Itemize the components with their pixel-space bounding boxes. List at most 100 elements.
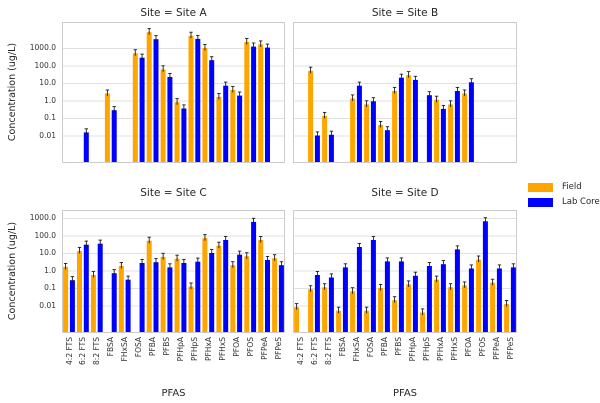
bar-lab-core-PFOS xyxy=(251,221,257,332)
subplot-site-d xyxy=(293,210,517,333)
bar-field-PFHxA xyxy=(202,238,208,332)
subplot-site-a xyxy=(62,22,285,163)
bar-field-FBSA xyxy=(336,310,342,332)
bar-field-PFHpA xyxy=(406,75,412,162)
bar-lab-core-FBSA xyxy=(342,267,348,332)
x-tick-label: FHxSA xyxy=(351,337,361,362)
bar-field-PFPeA xyxy=(490,282,496,332)
bar-field-FOSA xyxy=(364,104,370,162)
bar-field-PFHxA xyxy=(434,279,440,332)
subplot-title-site-c: Site = Site C xyxy=(140,187,207,199)
x-tick-label: PFPeS xyxy=(273,337,283,360)
bar-lab-core-FHxSA xyxy=(125,279,131,332)
bar-field-PFOS xyxy=(244,42,250,162)
bar-field-PFOS xyxy=(244,256,250,332)
y-tick-label: 0.1 xyxy=(44,113,56,122)
bar-field-PFOA xyxy=(462,93,468,162)
bar-field-PFHxS xyxy=(216,96,222,162)
bar-lab-core-PFHxS xyxy=(454,249,460,332)
x-tick-label: 6:2 FTS xyxy=(309,337,319,365)
legend-entry-field: Field xyxy=(528,182,600,192)
y-tick-label: 1000.0 xyxy=(29,213,56,222)
bar-lab-core-PFHpS xyxy=(195,38,201,162)
bar-lab-core-FHxSA xyxy=(356,247,362,332)
bar-field-PFHpA xyxy=(174,258,180,332)
bar-lab-core-PFOA xyxy=(468,82,474,162)
x-tick-label: PFHxS xyxy=(217,337,227,361)
legend-entry-lab-core: Lab Core xyxy=(528,197,600,207)
bar-field-FHxSA xyxy=(350,98,356,162)
x-tick-label: 4:2 FTS xyxy=(295,337,305,365)
bar-field-PFBA xyxy=(146,240,152,332)
bar-lab-core-6:2 FTS xyxy=(314,135,320,162)
bar-lab-core-FOSA xyxy=(370,240,376,332)
x-tick-label: PFBA xyxy=(379,337,389,357)
x-tick-label: PFHxA xyxy=(203,337,213,362)
bar-field-PFOS xyxy=(476,259,482,332)
axes-border xyxy=(293,210,517,333)
legend-swatch-lab-core-icon xyxy=(528,197,553,207)
bar-lab-core-PFPeA xyxy=(265,47,270,162)
y-tick-label: 10.0 xyxy=(39,78,56,87)
bar-lab-core-PFHpS xyxy=(426,266,432,332)
bar-lab-core-PFPeS xyxy=(510,267,516,332)
x-tick-label: FOSA xyxy=(134,337,144,358)
x-tick-label: PFHpS xyxy=(421,337,431,361)
bar-lab-core-PFBA xyxy=(384,261,390,332)
bar-lab-core-PFBS xyxy=(398,261,404,332)
bar-lab-core-PFPeA xyxy=(496,268,502,332)
bar-lab-core-4:2 FTS xyxy=(69,280,75,332)
bar-field-FHxSA xyxy=(118,266,124,332)
bar-lab-core-PFHxA xyxy=(209,253,215,332)
bar-lab-core-PFBA xyxy=(384,130,390,162)
y-tick-label: 0.1 xyxy=(44,283,56,292)
bar-lab-core-PFBA xyxy=(153,262,159,332)
bar-lab-core-PFOA xyxy=(237,95,243,162)
bar-field-PFBS xyxy=(160,69,166,162)
bar-lab-core-PFOA xyxy=(468,268,474,332)
x-axis-label-col1: PFAS xyxy=(161,388,186,399)
subplot-site-c xyxy=(62,210,285,333)
x-tick-label: 8:2 FTS xyxy=(92,337,102,365)
bar-lab-core-FBSA xyxy=(111,273,117,332)
bar-field-PFOA xyxy=(462,285,468,332)
bar-field-PFHpA xyxy=(406,284,412,332)
bar-lab-core-8:2 FTS xyxy=(328,277,334,332)
x-tick-label: 8:2 FTS xyxy=(323,337,333,365)
bar-lab-core-6:2 FTS xyxy=(314,275,320,332)
subplot-title-site-a: Site = Site A xyxy=(140,7,207,19)
bar-field-PFBA xyxy=(146,32,152,163)
bar-lab-core-PFPeS xyxy=(278,265,284,332)
bar-lab-core-8:2 FTS xyxy=(97,243,103,332)
legend-swatch-field-icon xyxy=(528,182,553,192)
bar-field-PFHxA xyxy=(434,99,440,162)
x-tick-label: PFHpA xyxy=(176,337,185,362)
bar-field-PFPeS xyxy=(272,258,278,332)
x-tick-label: PFHpS xyxy=(189,337,199,361)
x-tick-label: PFBS xyxy=(162,337,171,356)
x-tick-label: FOSA xyxy=(365,337,375,358)
y-tick-label: 100.0 xyxy=(34,60,56,70)
bar-field-PFHpA xyxy=(174,102,180,162)
bar-field-PFPeA xyxy=(258,44,264,162)
legend-label-lab-core: Lab Core xyxy=(562,197,600,207)
x-tick-label: FBSA xyxy=(106,337,116,357)
bar-lab-core-PFBS xyxy=(398,77,404,162)
bar-lab-core-PFHpS xyxy=(426,95,432,162)
bar-lab-core-8:2 FTS xyxy=(328,134,334,162)
bar-field-PFPeA xyxy=(258,240,264,332)
x-tick-label: FBSA xyxy=(337,337,347,357)
bar-field-PFPeS xyxy=(504,304,510,332)
subplot-title-site-d: Site = Site D xyxy=(371,187,439,199)
bar-field-8:2 FTS xyxy=(322,116,328,162)
bar-lab-core-6:2 FTS xyxy=(83,244,89,332)
bar-field-PFHxS xyxy=(448,104,454,162)
bar-field-8:2 FTS xyxy=(322,287,328,332)
bar-field-FHxSA xyxy=(350,291,356,332)
axes-border xyxy=(293,22,517,163)
bar-field-PFHxA xyxy=(202,48,208,162)
bar-field-6:2 FTS xyxy=(77,251,82,332)
x-tick-label: PFBA xyxy=(148,337,158,357)
legend: Field Lab Core xyxy=(528,182,600,212)
bar-field-PFOA xyxy=(230,265,236,332)
